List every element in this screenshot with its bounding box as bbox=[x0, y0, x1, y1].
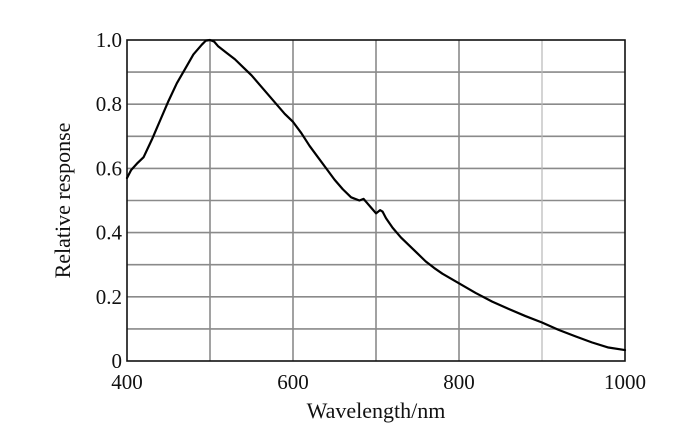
grid bbox=[127, 40, 625, 361]
x-tick-label: 800 bbox=[443, 370, 475, 394]
y-tick-label: 1.0 bbox=[96, 28, 122, 52]
y-axis-label: Relative response bbox=[50, 123, 75, 279]
x-tick-label: 400 bbox=[111, 370, 143, 394]
y-tick-label: 0.6 bbox=[96, 156, 122, 180]
y-tick-label: 0.8 bbox=[96, 92, 122, 116]
y-tick-label: 0.2 bbox=[96, 285, 122, 309]
x-tick-label: 1000 bbox=[604, 370, 646, 394]
y-tick-labels: 0 0.2 0.4 0.6 0.8 1.0 bbox=[96, 28, 123, 373]
x-axis-label: Wavelength/nm bbox=[307, 398, 446, 423]
y-tick-label: 0 bbox=[112, 349, 123, 373]
x-tick-labels: 400 600 800 1000 bbox=[111, 370, 646, 394]
x-tick-label: 600 bbox=[277, 370, 309, 394]
series-line bbox=[125, 38, 627, 352]
plot-frame bbox=[126, 39, 626, 362]
y-tick-label: 0.4 bbox=[96, 221, 123, 245]
